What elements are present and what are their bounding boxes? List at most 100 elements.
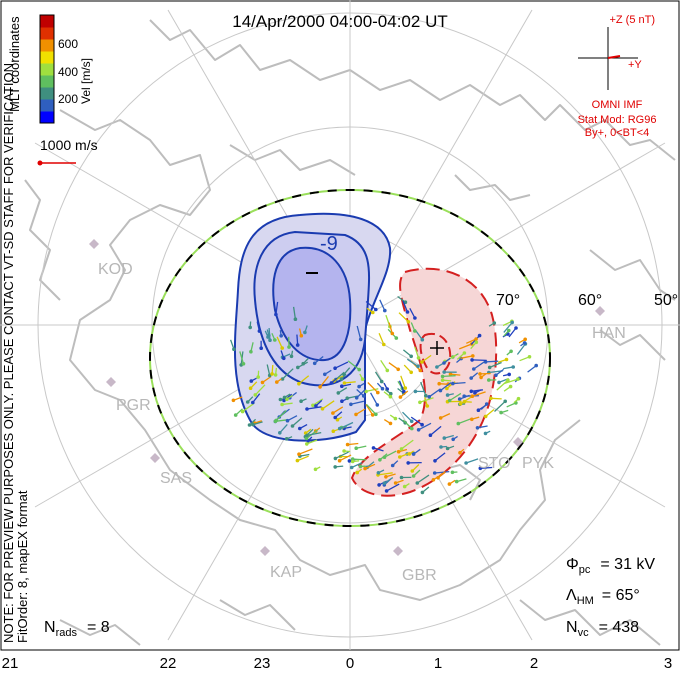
vector-origin-dot bbox=[516, 377, 520, 381]
vector-origin-dot bbox=[458, 450, 462, 455]
station-sas: SAS bbox=[150, 453, 192, 487]
velocity-vector bbox=[489, 361, 502, 369]
vector-origin-dot bbox=[469, 389, 474, 394]
velocity-vector bbox=[297, 455, 309, 462]
vector-origin-dot bbox=[415, 481, 420, 485]
velocity-vector bbox=[428, 388, 441, 398]
svg-text:PYK: PYK bbox=[522, 455, 554, 472]
vector-origin-dot bbox=[280, 402, 284, 407]
velocity-vector bbox=[306, 431, 322, 437]
vector-origin-dot bbox=[280, 346, 285, 350]
svg-text:KAP: KAP bbox=[270, 564, 302, 581]
vector-origin-dot bbox=[364, 389, 368, 394]
velocity-vector bbox=[370, 392, 378, 406]
vector-origin-dot bbox=[333, 456, 338, 461]
velocity-vector bbox=[416, 474, 430, 484]
velocity-vector bbox=[503, 321, 513, 333]
vector-origin-dot bbox=[393, 416, 398, 421]
vector-origin-dot bbox=[337, 426, 342, 431]
vector-origin-dot bbox=[390, 463, 395, 468]
vector-origin-dot bbox=[259, 346, 264, 351]
vector-origin-dot bbox=[410, 426, 414, 431]
vector-origin-dot bbox=[304, 436, 309, 441]
colorbar-frame bbox=[39, 14, 55, 124]
velocity-vector bbox=[516, 343, 526, 355]
vector-origin-dot bbox=[331, 411, 335, 415]
vector-origin-dot bbox=[514, 326, 518, 330]
velocity-vector bbox=[282, 368, 294, 380]
vector-origin-dot bbox=[454, 479, 459, 484]
vector-origin-dot bbox=[451, 381, 455, 386]
vector-origin-dot bbox=[390, 331, 395, 336]
vector-origin-dot bbox=[497, 380, 501, 385]
vector-origin-dot bbox=[405, 310, 410, 314]
vector-origin-dot bbox=[416, 364, 420, 369]
vector-origin-dot bbox=[296, 365, 300, 370]
vector-origin-dot bbox=[297, 381, 301, 386]
vector-origin-dot bbox=[280, 377, 285, 381]
velocity-vector bbox=[275, 410, 287, 421]
vector-origin-dot bbox=[384, 489, 389, 493]
velocity-vector bbox=[409, 307, 416, 319]
vector-origin-dot bbox=[340, 399, 344, 404]
vector-origin-dot bbox=[370, 413, 375, 417]
vector-origin-dot bbox=[431, 478, 436, 482]
vector-origin-dot bbox=[439, 445, 443, 449]
vector-origin-dot bbox=[331, 429, 336, 434]
vector-origin-dot bbox=[290, 424, 295, 428]
vector-origin-dot bbox=[231, 398, 236, 403]
velocity-vectors bbox=[229, 295, 538, 495]
vector-origin-dot bbox=[399, 447, 404, 451]
vector-origin-dot bbox=[413, 329, 417, 333]
vector-origin-dot bbox=[303, 330, 307, 335]
vector-origin-dot bbox=[494, 373, 498, 378]
vector-origin-dot bbox=[418, 368, 423, 373]
vector-origin-dot bbox=[436, 476, 440, 480]
fit-statistics: Φpc = 31 kV ΛHM = 65° Nvc = 438 Nrads = 8 bbox=[44, 556, 655, 639]
station-pyk: PYK bbox=[513, 437, 554, 472]
vector-origin-dot bbox=[492, 321, 497, 325]
vector-origin-dot bbox=[313, 467, 318, 472]
vector-origin-dot bbox=[504, 357, 509, 362]
vector-origin-dot bbox=[534, 363, 538, 368]
vector-origin-dot bbox=[396, 449, 401, 454]
velocity-vector bbox=[434, 470, 450, 474]
radar-stations: KOD PGR SAS KAP GBR STO PYK HAN bbox=[89, 239, 626, 584]
vector-origin-dot bbox=[257, 329, 262, 333]
velocity-vector bbox=[275, 301, 279, 315]
vector-origin-dot bbox=[483, 414, 488, 419]
velocity-vector bbox=[442, 375, 456, 378]
vector-origin-dot bbox=[396, 367, 401, 372]
vector-origin-dot bbox=[445, 393, 450, 397]
velocity-vector bbox=[239, 351, 245, 364]
svg-text:HAN: HAN bbox=[592, 325, 626, 342]
vector-origin-dot bbox=[382, 455, 387, 460]
imf-condition: By+, 0<BT<4 bbox=[585, 127, 650, 139]
velocity-vector bbox=[306, 406, 322, 410]
vector-origin-dot bbox=[268, 338, 272, 343]
velocity-vector bbox=[388, 322, 393, 334]
vector-origin-dot bbox=[456, 421, 461, 426]
vector-origin-dot bbox=[345, 442, 350, 447]
vector-origin-dot bbox=[507, 328, 511, 333]
vector-origin-dot bbox=[311, 403, 315, 408]
vector-origin-dot bbox=[523, 337, 527, 342]
velocity-vector bbox=[254, 384, 266, 396]
vector-origin-dot bbox=[318, 385, 322, 389]
vector-origin-dot bbox=[409, 354, 414, 359]
vector-origin-dot bbox=[383, 308, 387, 313]
vector-origin-dot bbox=[354, 396, 359, 400]
vector-origin-dot bbox=[314, 404, 318, 408]
vector-origin-dot bbox=[339, 377, 344, 381]
vector-origin-dot bbox=[506, 378, 510, 383]
station-han: HAN bbox=[592, 306, 626, 342]
velocity-vector bbox=[452, 381, 466, 385]
vector-origin-dot bbox=[442, 370, 447, 374]
vector-origin-dot bbox=[470, 358, 474, 362]
vector-origin-dot bbox=[342, 449, 346, 453]
vector-origin-dot bbox=[440, 374, 445, 379]
vector-origin-dot bbox=[320, 407, 325, 411]
colorbar-swatch bbox=[40, 27, 54, 40]
vector-origin-dot bbox=[420, 422, 424, 427]
vector-origin-dot bbox=[398, 395, 403, 399]
